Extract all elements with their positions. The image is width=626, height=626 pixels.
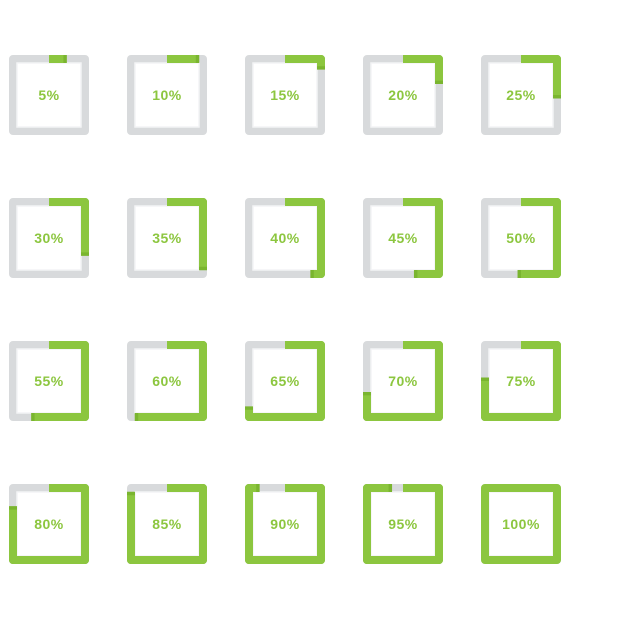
progress-square: 85% [127,484,207,564]
progress-label: 50% [481,198,561,278]
progress-label: 80% [9,484,89,564]
progress-square: 15% [245,55,325,135]
progress-label: 85% [127,484,207,564]
progress-label: 15% [245,55,325,135]
progress-label: 40% [245,198,325,278]
progress-square: 5% [9,55,89,135]
progress-square: 55% [9,341,89,421]
progress-square: 50% [481,198,561,278]
progress-square: 70% [363,341,443,421]
progress-square: 65% [245,341,325,421]
progress-square: 75% [481,341,561,421]
progress-label: 35% [127,198,207,278]
progress-label: 75% [481,341,561,421]
progress-label: 60% [127,341,207,421]
progress-label: 5% [9,55,89,135]
progress-label: 55% [9,341,89,421]
progress-square: 40% [245,198,325,278]
progress-grid: 5% 10% 15% 20% 25% 30% 35% 40% 45% 50% 55% 60% 65% 70… [0,0,626,626]
progress-label: 10% [127,55,207,135]
progress-label: 90% [245,484,325,564]
progress-label: 100% [481,484,561,564]
progress-square: 30% [9,198,89,278]
progress-label: 20% [363,55,443,135]
progress-square: 20% [363,55,443,135]
progress-label: 70% [363,341,443,421]
progress-square: 60% [127,341,207,421]
progress-square: 25% [481,55,561,135]
progress-label: 65% [245,341,325,421]
progress-square: 80% [9,484,89,564]
progress-label: 30% [9,198,89,278]
progress-square: 95% [363,484,443,564]
progress-label: 45% [363,198,443,278]
progress-square: 10% [127,55,207,135]
progress-label: 25% [481,55,561,135]
progress-square: 35% [127,198,207,278]
progress-square: 100% [481,484,561,564]
progress-square: 90% [245,484,325,564]
progress-label: 95% [363,484,443,564]
progress-square: 45% [363,198,443,278]
